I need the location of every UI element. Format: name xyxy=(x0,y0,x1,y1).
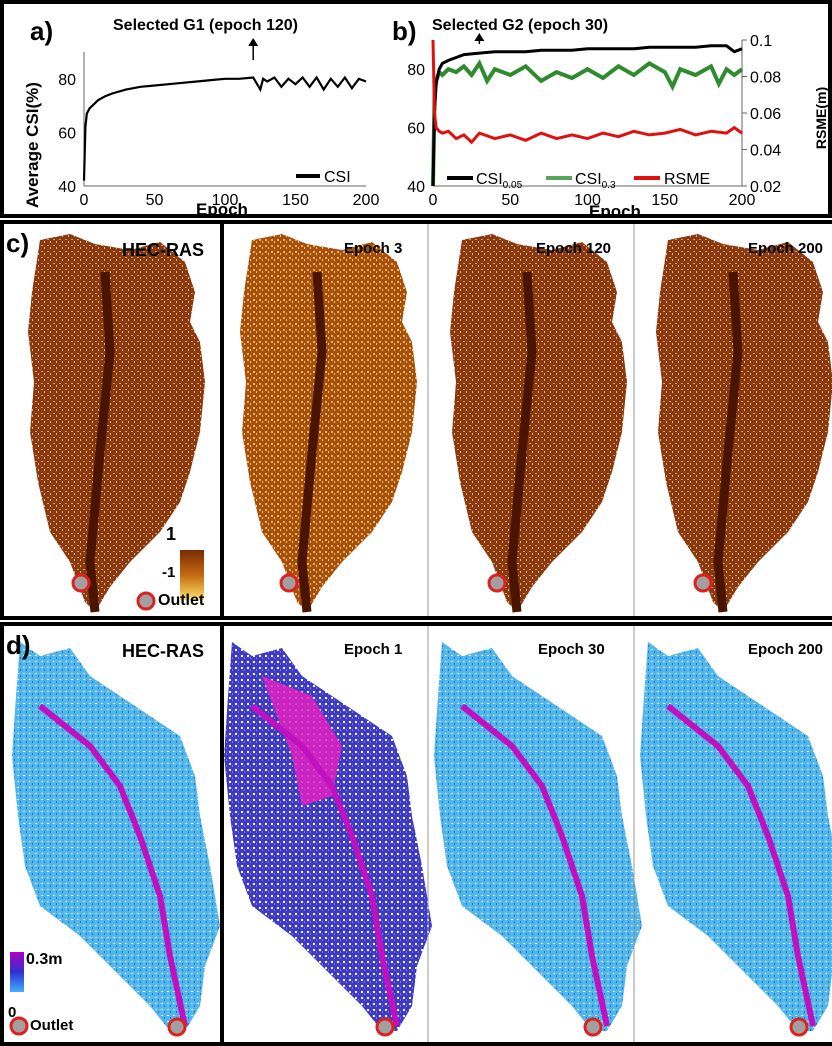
panel-b-annotation: Selected G2 (epoch 30) xyxy=(432,17,608,34)
y-tick-label: 80 xyxy=(407,62,425,79)
arrow-g2-head xyxy=(474,33,485,41)
map-c-epoch200 xyxy=(656,234,832,613)
x-tick-label: 200 xyxy=(729,192,756,209)
panel-d-title-3: Epoch 30 xyxy=(538,641,605,658)
y2-tick-label: 0.1 xyxy=(750,33,772,50)
x-tick-label: 100 xyxy=(574,192,601,209)
series-line-csi-0.05 xyxy=(431,44,743,187)
panel-c-rest-frame xyxy=(220,220,832,620)
colorbar-d-max: 0.3m xyxy=(26,951,63,968)
colorbar-c-max: 1 xyxy=(166,524,177,544)
panel-d-title-4: Epoch 200 xyxy=(748,641,824,658)
charts-svg: a) Selected G1 (epoch 120) b) Selected G… xyxy=(23,16,829,218)
map-d-epoch1 xyxy=(224,642,432,1031)
y2-tick-label: 0.02 xyxy=(750,179,781,196)
legend-rsme-label: RSME xyxy=(664,171,710,188)
x-tick-label: 200 xyxy=(353,192,380,209)
panel-a-xlabel: Epoch xyxy=(196,200,248,218)
panel-c-title-1: HEC-RAS xyxy=(122,240,205,260)
panel-d-rest-frame xyxy=(220,622,832,1046)
y-tick-label: 60 xyxy=(407,121,425,138)
x-tick-label: 50 xyxy=(146,192,164,209)
panel-d-title-2: Epoch 1 xyxy=(344,641,403,658)
panel-b-legend: CSI0.05 CSI0.3 RSME xyxy=(447,171,710,191)
panel-c-title-4: Epoch 200 xyxy=(748,240,824,257)
panel-b-xlabel: Epoch xyxy=(589,202,641,218)
outlet-marker-d4 xyxy=(789,1017,809,1037)
colorbar-c-min: -1 xyxy=(162,564,176,581)
panel-d-maps xyxy=(9,626,832,1042)
panel-a-annotation: Selected G1 (epoch 120) xyxy=(113,17,298,34)
series-line-csi xyxy=(82,75,367,181)
y2-tick-label: 0.04 xyxy=(750,143,781,160)
outlet-marker-c2 xyxy=(279,573,299,593)
outlet-marker-d1 xyxy=(167,1017,187,1037)
outlet-marker-c4 xyxy=(693,573,713,593)
series-line-rsme xyxy=(431,39,743,145)
outlet-legend-icon-c xyxy=(136,591,156,611)
outlet-legend-label-d: Outlet xyxy=(30,1017,74,1034)
panel-c-title-3: Epoch 120 xyxy=(536,240,612,257)
x-tick-label: 50 xyxy=(501,192,519,209)
panel-a-letter: a) xyxy=(30,16,53,46)
outlet-legend-icon-d xyxy=(9,1016,29,1036)
x-tick-label: 150 xyxy=(651,192,678,209)
panel-c-letter: c) xyxy=(6,228,30,258)
charts-frame xyxy=(0,0,832,218)
panel-b-letter: b) xyxy=(392,16,417,46)
outlet-legend-label-c: Outlet xyxy=(158,592,205,609)
map-d-epoch30 xyxy=(434,642,642,1031)
outlet-marker-d3 xyxy=(583,1017,603,1037)
x-tick-label: 0 xyxy=(429,192,438,209)
colorbar-c xyxy=(180,550,204,600)
panel-d-letter: d) xyxy=(6,630,31,660)
panel-b-ticks: 0 50 100 150 200 40 60 80 0.02 0.04 0.06 0.08 0.1 xyxy=(407,33,781,209)
y-tick-label: 40 xyxy=(407,179,425,196)
outlet-marker-d2 xyxy=(375,1017,395,1037)
x-tick-label: 0 xyxy=(80,192,89,209)
series-line-csi-0.3 xyxy=(431,59,744,187)
panel-c-frame xyxy=(0,220,224,620)
outlet-marker-c1 xyxy=(71,573,91,593)
y-tick-label: 60 xyxy=(58,125,76,142)
panel-a-ylabel: Average CSI(%) xyxy=(23,82,42,208)
panel-b-y2label: RSME(m) xyxy=(813,87,829,149)
map-c-epoch3 xyxy=(240,234,417,613)
y-tick-label: 40 xyxy=(58,179,76,196)
panel-c-maps xyxy=(28,224,832,616)
map-c-epoch120 xyxy=(450,234,627,613)
panel-c-title-2: Epoch 3 xyxy=(344,240,403,257)
y2-tick-label: 0.06 xyxy=(750,106,781,123)
map-d-hecras xyxy=(12,642,220,1031)
panel-d-frame xyxy=(0,622,224,1046)
legend-csi-label: CSI xyxy=(324,169,351,186)
map-c-hecras xyxy=(28,234,205,613)
x-tick-label: 100 xyxy=(212,192,239,209)
legend-csi005-label: CSI0.05 xyxy=(476,171,523,191)
panel-a-ticks: 0 50 100 150 200 40 60 80 xyxy=(58,72,379,209)
x-tick-label: 150 xyxy=(282,192,309,209)
y2-tick-label: 0.08 xyxy=(750,70,781,87)
selection-arrows xyxy=(248,33,485,60)
legend-csi03-label: CSI0.3 xyxy=(575,171,616,191)
colorbar-d-min: 0 xyxy=(8,1004,17,1021)
arrow-g1-head xyxy=(248,38,259,46)
map-d-epoch200 xyxy=(640,642,832,1031)
colorbar-d xyxy=(10,952,24,992)
outlet-marker-c3 xyxy=(487,573,507,593)
panel-d-title-1: HEC-RAS xyxy=(122,641,205,661)
y-tick-label: 80 xyxy=(58,72,76,89)
